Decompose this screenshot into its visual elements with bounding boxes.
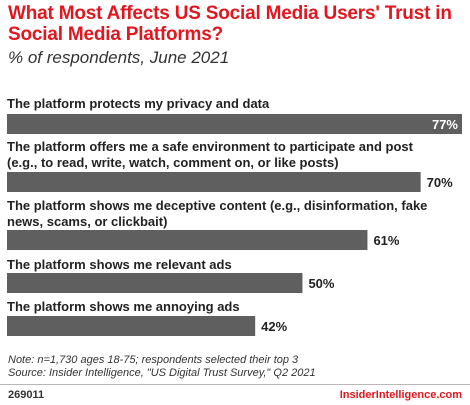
source-text: Source: Insider Intelligence, "US Digita… bbox=[8, 367, 316, 379]
category-label: The platform shows me annoying ads bbox=[7, 299, 240, 314]
value-label: 70% bbox=[427, 175, 453, 190]
bar bbox=[7, 172, 421, 192]
note-text: Note: n=1,730 ages 18-75; respondents se… bbox=[8, 354, 299, 366]
brand-link[interactable]: InsiderIntelligence.com bbox=[339, 389, 462, 401]
bar bbox=[7, 114, 462, 134]
category-label: The platform offers me a safe environmen… bbox=[7, 139, 414, 170]
category-label: The platform protects my privacy and dat… bbox=[7, 96, 270, 111]
footer-divider bbox=[0, 384, 470, 385]
chart-subtitle: % of respondents, June 2021 bbox=[8, 48, 230, 67]
bar bbox=[7, 230, 368, 250]
chart-notes: Note: n=1,730 ages 18-75; respondents se… bbox=[8, 354, 466, 380]
value-label: 77% bbox=[432, 117, 458, 132]
value-label: 61% bbox=[373, 233, 399, 248]
category-label: The platform shows me relevant ads bbox=[7, 257, 232, 272]
bar bbox=[7, 316, 256, 336]
chart-id: 269011 bbox=[8, 389, 45, 401]
category-label: The platform shows me deceptive content … bbox=[7, 198, 427, 229]
chart-title: What Most Affects US Social Media Users'… bbox=[8, 3, 452, 45]
value-label: 42% bbox=[261, 319, 287, 334]
bar bbox=[7, 273, 303, 293]
value-label: 50% bbox=[308, 276, 334, 291]
